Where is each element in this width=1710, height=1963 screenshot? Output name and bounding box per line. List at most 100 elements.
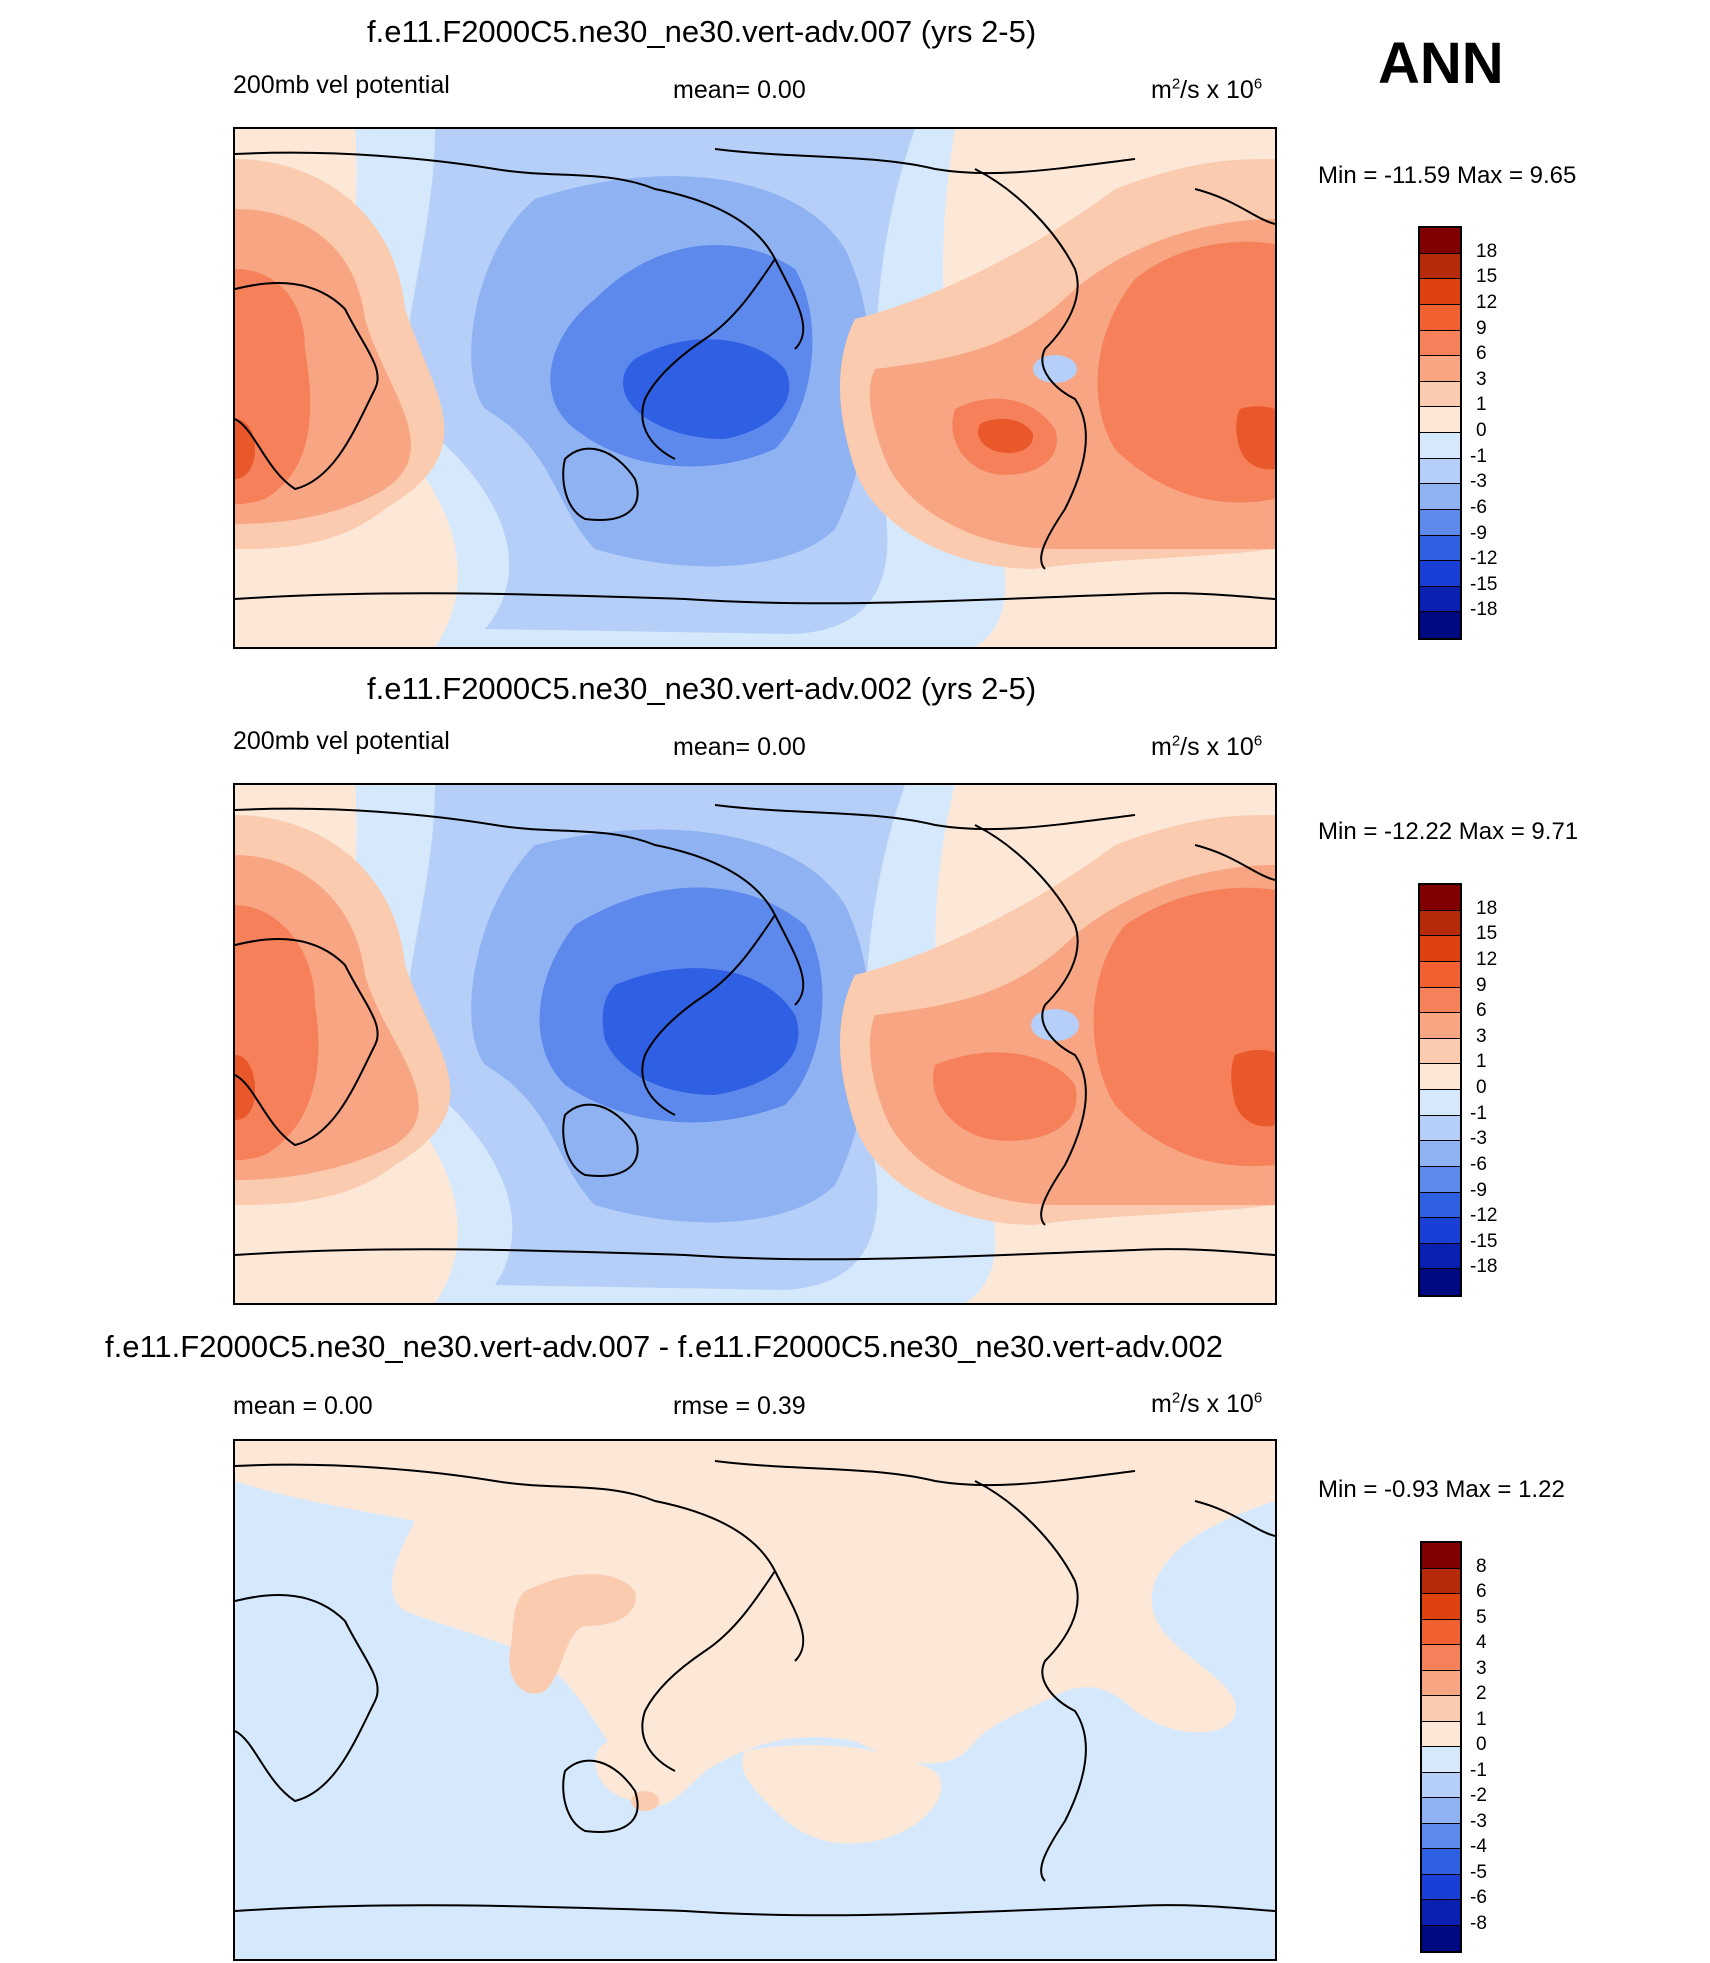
panel2-colorbar-tick-label: -1	[1470, 1102, 1487, 1124]
panel1-colorbar-swatch	[1420, 535, 1460, 562]
panel1-coastlines	[235, 148, 1275, 605]
panel3-colorbar-swatch	[1422, 1645, 1460, 1671]
panel2-colorbar-swatch	[1420, 1141, 1460, 1167]
panel3-minmax-label: Min = -0.93 Max = 1.22	[1318, 1476, 1565, 1503]
panel1-colorbar-swatch	[1420, 253, 1460, 280]
panel2-contour-pos3-east	[933, 887, 1275, 1167]
panel3-colorbar-swatch	[1422, 1798, 1460, 1824]
panel1-colorbar-tick-label: -1	[1470, 445, 1487, 467]
panel3-colorbar-tick-label: -5	[1470, 1861, 1487, 1883]
panel1-colorbar-tick-label: -3	[1470, 471, 1487, 493]
panel2-mean-label: mean= 0.00	[673, 733, 806, 761]
panel2-coastlines	[235, 804, 1275, 1261]
panel1-colorbar-tick-label: -9	[1470, 522, 1487, 544]
panel1-colorbar-tick-label: 6	[1476, 343, 1487, 365]
panel3-colorbar-swatch	[1422, 1594, 1460, 1620]
season-label: ANN	[1378, 31, 1504, 96]
panel2-colorbar-tick-label: -18	[1470, 1256, 1498, 1278]
panel3-colorbar-tick-label: 1	[1476, 1708, 1487, 1730]
panel2-units-label: m2/s x 106	[1151, 732, 1263, 761]
panel3-colorbar-tick-label: -1	[1470, 1759, 1487, 1781]
panel1-colorbar-swatch	[1420, 484, 1460, 510]
panel2-colorbar-swatch	[1420, 936, 1460, 962]
panel1-colorbar-swatch	[1420, 433, 1460, 459]
panel1-colorbar-tick-label: -15	[1470, 573, 1498, 595]
panel3-colorbar-swatch	[1422, 1849, 1460, 1875]
panel1-colorbar-tick-label: 15	[1476, 266, 1498, 288]
panel2-colorbar-tick-label: 3	[1476, 1025, 1487, 1047]
panel3-mean-label: mean = 0.00	[233, 1392, 373, 1420]
panel3-rmse-label: rmse = 0.39	[673, 1392, 806, 1420]
panel2-colorbar-tick-label: 1	[1476, 1051, 1487, 1073]
panel3-units-label: m2/s x 106	[1151, 1389, 1263, 1418]
panel1-contour-central-america-low	[1033, 355, 1077, 383]
panel1-colorbar-tick-label: 3	[1476, 368, 1487, 390]
panel2-map-svg	[235, 785, 1275, 1303]
panel2-colorbar-tick-label: 9	[1476, 974, 1487, 996]
panel3-colorbar-swatch	[1422, 1696, 1460, 1722]
panel1-colorbar-tick-label: -18	[1470, 599, 1498, 621]
panel3-colorbar-tick-label: 8	[1476, 1555, 1487, 1577]
panel2-variable-label: 200mb vel potential	[233, 727, 450, 755]
panel2-contour-pos4-west	[235, 1055, 255, 1120]
panel2-colorbar-swatch	[1420, 1243, 1460, 1270]
panel1-colorbar-swatch	[1420, 509, 1460, 536]
panel3-colorbar-swatch	[1422, 1747, 1460, 1773]
panel2-colorbar-swatch	[1420, 1166, 1460, 1193]
panel3-colorbar-swatch	[1422, 1670, 1460, 1696]
panel2-colorbar-tick-label: -9	[1470, 1179, 1487, 1201]
panel2-colorbar-swatch	[1420, 1038, 1460, 1065]
panel3-colorbar-tick-label: 6	[1476, 1581, 1487, 1602]
panel2-colorbar-tick-label: 18	[1476, 897, 1498, 919]
panel1-colorbar-tick-label: 12	[1476, 291, 1498, 313]
panel2-colorbar-tick-label: 15	[1476, 923, 1498, 945]
panel3-colorbar	[1420, 1541, 1462, 1953]
panel3-colorbar-tick-label: 4	[1476, 1632, 1487, 1653]
panel3-colorbar-swatch	[1422, 1721, 1460, 1747]
panel2-colorbar-tick-label: 6	[1476, 1000, 1487, 1022]
panel3-colorbar-swatch	[1422, 1619, 1460, 1645]
panel1-colorbar	[1418, 226, 1462, 640]
panel2-colorbar-swatch	[1420, 1269, 1460, 1295]
panel1-colorbar-swatch	[1420, 458, 1460, 485]
panel1-colorbar-swatch	[1420, 356, 1460, 382]
panel1-colorbar-swatch	[1420, 561, 1460, 587]
panel3-colorbar-tick-label: 2	[1476, 1683, 1487, 1704]
panel3-colorbar-swatch	[1422, 1772, 1460, 1798]
panel2-contour-pos4-east	[1231, 1049, 1275, 1127]
panel1-map	[233, 127, 1277, 649]
panel2-colorbar-swatch	[1420, 961, 1460, 988]
panel3-colorbar-swatch	[1422, 1568, 1460, 1594]
panel2-colorbar-tick-label: -3	[1470, 1128, 1487, 1150]
panel2-map	[233, 783, 1277, 1305]
panel1-colorbar-swatch	[1420, 330, 1460, 357]
panel3-colorbar-tick-label: -3	[1470, 1810, 1487, 1832]
panel1-colorbar-tick-label: 18	[1476, 240, 1498, 262]
panel3-contour-pos1	[509, 1574, 636, 1694]
panel3-colorbar-swatch	[1422, 1874, 1460, 1900]
panel2-colorbar-swatch	[1420, 1218, 1460, 1244]
panel1-contour-pos4-east	[978, 406, 1275, 470]
panel2-colorbar-swatch	[1420, 1090, 1460, 1116]
panel1-units-label: m2/s x 106	[1151, 75, 1263, 104]
panel3-title: f.e11.F2000C5.ne30_ne30.vert-adv.007 - f…	[105, 1329, 1223, 1364]
panel1-colorbar-tick-label: -6	[1470, 496, 1487, 518]
panel3-colorbar-tick-label: 5	[1476, 1606, 1487, 1628]
panel3-contour-pos0	[235, 1441, 1275, 1806]
panel2-colorbar-swatch	[1420, 910, 1460, 937]
panel1-colorbar-swatch	[1420, 407, 1460, 433]
panel3-colorbar-tick-label: -8	[1470, 1912, 1487, 1934]
panel1-contour-neg4	[623, 339, 790, 439]
panel2-colorbar-swatch	[1420, 1192, 1460, 1219]
panel1-colorbar-swatch	[1420, 586, 1460, 613]
panel1-title: f.e11.F2000C5.ne30_ne30.vert-adv.007 (yr…	[367, 14, 1037, 49]
panel3-colorbar-swatch	[1422, 1543, 1460, 1569]
panel2-colorbar-tick-label: -15	[1470, 1230, 1498, 1252]
panel2-contour-neg4	[602, 968, 799, 1095]
panel2-colorbar-swatch	[1420, 1115, 1460, 1142]
panel2-title: f.e11.F2000C5.ne30_ne30.vert-adv.002 (yr…	[367, 671, 1037, 706]
panel3-colorbar-swatch	[1422, 1823, 1460, 1849]
panel1-map-svg	[235, 129, 1275, 647]
panel3-colorbar-tick-label: 3	[1476, 1657, 1487, 1679]
panel2-colorbar	[1418, 883, 1462, 1297]
